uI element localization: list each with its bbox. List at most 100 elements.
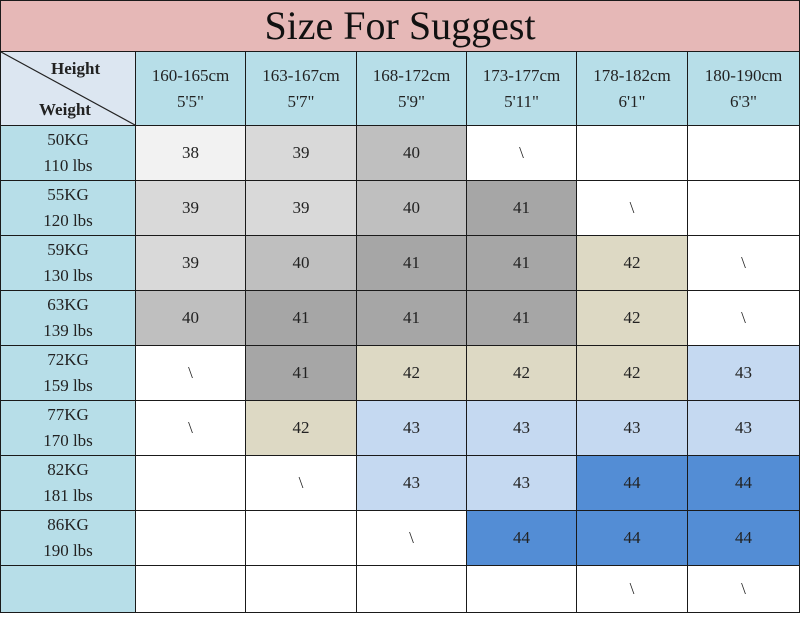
size-table: Size For Suggest Height Weight 160-165cm… [0, 0, 800, 613]
weight-kg: 82KG [47, 460, 89, 479]
table-row: 63KG 139 lbs 40 41 41 41 42 \ [0, 290, 800, 346]
size-cell: 44 [576, 510, 688, 566]
height-cm: 168-172cm [372, 65, 451, 85]
header-row: Height Weight 160-165cm 5'5" 163-167cm 5'7"… [0, 51, 800, 126]
size-cell: 44 [687, 510, 800, 566]
weight-kg: 72KG [47, 350, 89, 369]
weight-kg: 55KG [47, 185, 89, 204]
weight-kg: 77KG [47, 405, 89, 424]
size-cell: 42 [576, 345, 688, 401]
table-row: 55KG 120 lbs 39 39 40 41 \ [0, 180, 800, 236]
size-cell: 39 [135, 180, 246, 236]
size-cell: 41 [466, 290, 577, 346]
height-cm: 160-165cm [151, 65, 230, 85]
weight-header: 55KG 120 lbs [0, 180, 136, 236]
size-cell: \ [356, 510, 467, 566]
size-cell: 43 [687, 345, 800, 401]
size-cell: 42 [245, 400, 357, 456]
weight-kg: 86KG [47, 515, 89, 534]
size-cell: 38 [135, 125, 246, 181]
weight-header: 82KG 181 lbs [0, 455, 136, 511]
weight-lbs: 170 lbs [43, 431, 93, 450]
size-cell: \ [687, 565, 800, 613]
size-cell: \ [576, 180, 688, 236]
size-cell: 40 [356, 180, 467, 236]
height-ft: 5'9" [397, 91, 425, 111]
weight-kg: 63KG [47, 295, 89, 314]
size-cell: 39 [245, 180, 357, 236]
size-cell: 41 [356, 235, 467, 291]
table-row: \ \ [0, 565, 800, 613]
size-cell: \ [135, 400, 246, 456]
size-cell: 42 [576, 290, 688, 346]
weight-header: 86KG 190 lbs [0, 510, 136, 566]
size-cell [245, 510, 357, 566]
table-row: 72KG 159 lbs \ 41 42 42 42 43 [0, 345, 800, 401]
chart-title: Size For Suggest [0, 0, 800, 52]
size-cell: 41 [245, 345, 357, 401]
size-cell: 44 [576, 455, 688, 511]
weight-header: 59KG 130 lbs [0, 235, 136, 291]
height-cm: 178-182cm [593, 65, 671, 85]
table-row: 50KG 110 lbs 38 39 40 \ [0, 125, 800, 181]
table-row: 82KG 181 lbs \ 43 43 44 44 [0, 455, 800, 511]
size-cell: 43 [356, 400, 467, 456]
size-cell: 42 [466, 345, 577, 401]
column-header: 160-165cm 5'5" [135, 51, 246, 126]
size-cell: 42 [576, 235, 688, 291]
size-cell: 39 [245, 125, 357, 181]
weight-lbs: 139 lbs [43, 321, 93, 340]
weight-header: 72KG 159 lbs [0, 345, 136, 401]
corner-header: Height Weight [0, 51, 136, 126]
height-ft: 5'7" [287, 91, 315, 111]
table-row: 59KG 130 lbs 39 40 41 41 42 \ [0, 235, 800, 291]
size-cell: 40 [356, 125, 467, 181]
height-cm: 180-190cm [704, 65, 783, 85]
weight-lbs: 181 lbs [43, 486, 93, 505]
size-cell: \ [687, 290, 800, 346]
size-cell [135, 455, 246, 511]
diagonal-divider [1, 52, 135, 125]
weight-lbs: 159 lbs [43, 376, 93, 395]
size-cell: 44 [466, 510, 577, 566]
size-cell: \ [687, 235, 800, 291]
table-row: 77KG 170 lbs \ 42 43 43 43 43 [0, 400, 800, 456]
weight-header: 77KG 170 lbs [0, 400, 136, 456]
height-cm: 173-177cm [482, 65, 561, 85]
size-cell [687, 180, 800, 236]
weight-lbs: 130 lbs [43, 266, 93, 285]
weight-kg: 59KG [47, 240, 89, 259]
size-cell: 43 [576, 400, 688, 456]
weight-lbs: 120 lbs [43, 211, 93, 230]
size-cell: \ [245, 455, 357, 511]
size-cell [356, 565, 467, 613]
weight-lbs: 190 lbs [43, 541, 93, 560]
size-cell [135, 565, 246, 613]
size-cell: 42 [356, 345, 467, 401]
size-cell: 43 [466, 455, 577, 511]
weight-header [0, 565, 136, 613]
column-header: 173-177cm 5'11" [466, 51, 577, 126]
size-cell: 41 [466, 180, 577, 236]
column-header: 178-182cm 6'1" [576, 51, 688, 126]
weight-header: 50KG 110 lbs [0, 125, 136, 181]
table-row: 86KG 190 lbs \ 44 44 44 [0, 510, 800, 566]
column-header: 168-172cm 5'9" [356, 51, 467, 126]
height-cm: 163-167cm [262, 65, 340, 85]
size-cell: 39 [135, 235, 246, 291]
size-cell [466, 565, 577, 613]
column-header: 180-190cm 6'3" [687, 51, 800, 126]
size-cell: 43 [466, 400, 577, 456]
weight-header: 63KG 139 lbs [0, 290, 136, 346]
size-cell: 43 [356, 455, 467, 511]
size-cell: \ [576, 565, 688, 613]
size-cell: \ [135, 345, 246, 401]
size-cell: 41 [466, 235, 577, 291]
weight-label: Weight [39, 100, 91, 119]
weight-kg: 50KG [47, 130, 89, 149]
height-ft: 5'5" [176, 91, 204, 111]
size-cell: 43 [687, 400, 800, 456]
size-cell [135, 510, 246, 566]
height-ft: 5'11" [504, 91, 539, 111]
